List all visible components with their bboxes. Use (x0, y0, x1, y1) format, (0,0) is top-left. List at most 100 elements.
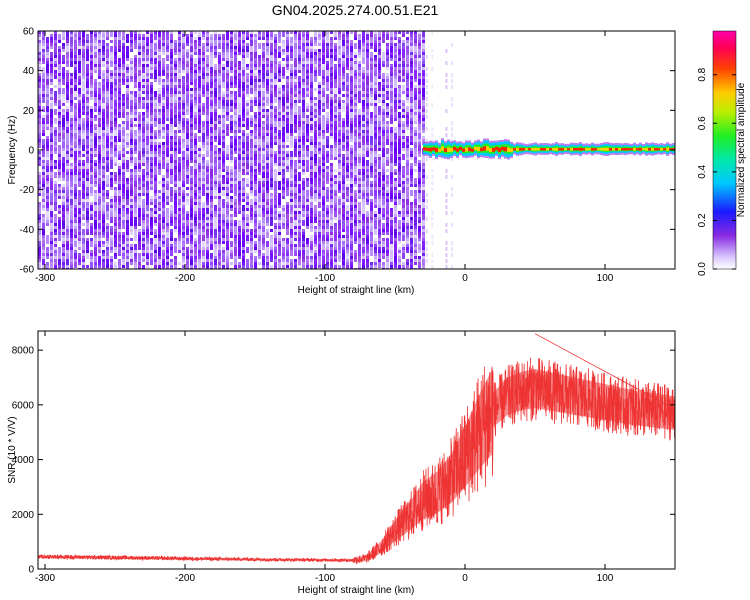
spectrogram-cell (42, 178, 45, 181)
spectrogram-cell (74, 196, 77, 199)
spectrogram-cell (198, 157, 201, 163)
spectrogram-cell (102, 265, 105, 268)
spectrogram-cell (234, 214, 237, 217)
spectrogram-cell (326, 232, 329, 235)
spectrogram-cell (254, 91, 257, 97)
spectrogram-cell (234, 70, 237, 79)
spectrogram-cell (278, 202, 281, 205)
spectrogram-cell (310, 196, 313, 205)
spectrogram-cell (214, 91, 217, 97)
spectrogram-cell (174, 199, 177, 202)
spectrogram-cell (262, 214, 265, 217)
spectrogram-cell (166, 55, 169, 58)
spectrogram-cell (202, 265, 205, 268)
spectrogram-cell (166, 190, 169, 199)
spectrogram-cell (242, 196, 245, 199)
spectrogram-cell (74, 241, 77, 247)
spectrogram-cell (118, 184, 121, 187)
spectrogram-cell (182, 241, 185, 244)
spectrogram-cell (150, 148, 153, 151)
spectrogram-cell (222, 214, 225, 223)
spectrogram-cell (298, 238, 301, 247)
spectrogram-cell (330, 217, 333, 220)
spectrogram-cell (74, 91, 77, 94)
spectrogram-cell (226, 196, 229, 199)
spectrogram-cell (238, 157, 241, 160)
spectrogram-cell (250, 85, 253, 88)
spectrogram-cell (126, 37, 129, 40)
spectrogram-cell (342, 145, 345, 151)
spectrogram-cell (58, 196, 61, 199)
spectrogram-cell (70, 220, 73, 223)
spectrogram-cell (126, 211, 129, 214)
spectrogram-cell (118, 85, 121, 88)
spectrogram-cell (210, 103, 213, 106)
spectrogram-cell (266, 217, 269, 220)
spectrogram-cell (86, 223, 89, 229)
spectrogram-cell (282, 265, 285, 269)
spectrogram-cell (198, 187, 201, 190)
spectrogram-cell (142, 40, 145, 43)
spectrogram-cell (54, 148, 57, 151)
spectrogram-cell (42, 121, 45, 124)
spectrogram-cell (210, 55, 213, 58)
spectrogram-cell (82, 118, 85, 121)
spectrogram-cell (270, 73, 273, 82)
spectrogram-cell (150, 208, 153, 211)
spectrogram-cell (126, 187, 129, 190)
spectrogram-cell (234, 112, 237, 115)
spectrogram-cell (210, 253, 213, 259)
spectrogram-cell (278, 166, 281, 175)
spectrogram-cell (290, 166, 293, 169)
spectrogram-cell (290, 136, 293, 145)
spectrogram-cell (194, 124, 197, 127)
spectrogram-cell (326, 169, 329, 172)
spectrogram-cell (126, 151, 129, 154)
spectrogram-cell (142, 70, 145, 73)
spectrogram-cell (210, 262, 213, 268)
spectrogram-cell (94, 265, 97, 268)
spectrogram-cell (170, 181, 173, 184)
spectrogram-cell (350, 85, 353, 88)
spectrogram-cell (242, 181, 245, 190)
spectrogram-cell (306, 166, 309, 172)
spectrogram-cell (306, 139, 309, 142)
spectrogram-cell (98, 97, 101, 103)
spectrogram-cell (170, 46, 173, 49)
spectrogram-cell (162, 184, 165, 187)
spectrogram-cell (98, 250, 101, 253)
spectrogram-cell (318, 70, 321, 73)
spectrogram-cell (42, 214, 45, 217)
spectrogram-cell (222, 232, 225, 235)
spectrogram-cell (334, 118, 337, 121)
spectrogram-cell (230, 178, 233, 181)
spectrogram-cell (338, 256, 341, 262)
spectrogram-cell (326, 175, 329, 184)
spectrogram-cell (214, 34, 217, 40)
spectrogram-cell (322, 115, 325, 121)
spectrogram-cell (198, 211, 201, 220)
spectrogram-cell (238, 94, 241, 97)
spectrogram-cell (246, 82, 249, 85)
spectrogram-cell (62, 61, 65, 64)
spectrogram-cell (326, 139, 329, 148)
spectrogram-cell (306, 151, 309, 157)
spectrogram-cell (222, 37, 225, 40)
spectrogram-cell (122, 211, 125, 220)
spectrogram-cell (270, 256, 273, 259)
spectrogram-cell (182, 130, 185, 133)
spectrogram-cell (302, 88, 305, 91)
spectrogram-cell (338, 148, 341, 151)
spectrogram-cell (250, 265, 253, 269)
spectrogram-cell (306, 187, 309, 190)
spectrogram-cell (242, 247, 245, 250)
spectrogram-cell (98, 133, 101, 136)
spectrogram-cell (66, 112, 69, 121)
spectrogram-cell (94, 115, 97, 118)
spectrogram-cell (118, 154, 121, 157)
spectrogram-cell (246, 46, 249, 49)
spectrogram-cell (274, 181, 277, 190)
spectrogram-cell (298, 70, 301, 73)
spectrogram-cell (138, 265, 141, 268)
spectrogram-cell (166, 79, 169, 88)
